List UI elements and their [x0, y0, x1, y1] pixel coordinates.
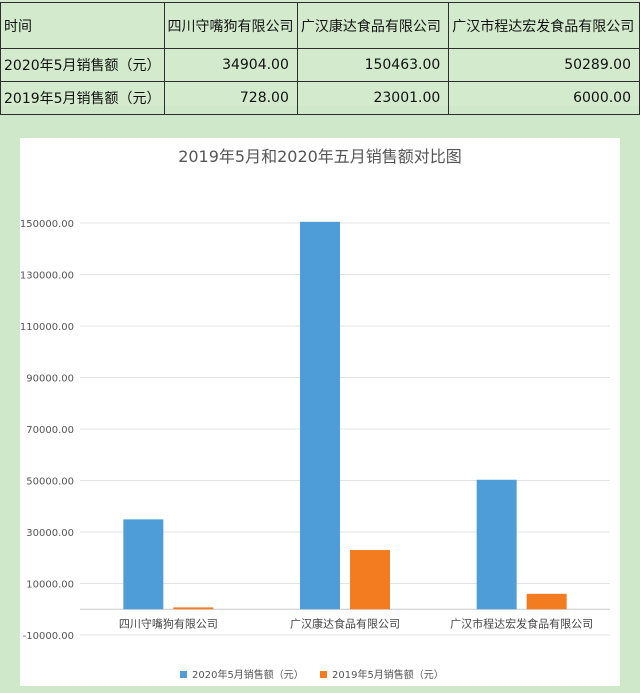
table-cell: 150463.00 [296, 48, 450, 82]
table-cell: 23001.00 [296, 81, 450, 115]
bar-chart: 2019年5月和2020年五月销售额对比图 150000.00 130000.00 1… [20, 147, 610, 681]
legend-label: 2020年5月销售额（元） [192, 668, 304, 681]
row-label: 2020年5月销售额（元） [0, 48, 165, 82]
table-row: 2020年5月销售额（元） 34904.00 150463.00 50289.0… [0, 48, 640, 82]
header-cell-company-2: 广汉康达食品有限公司 [296, 2, 450, 49]
sales-table-area: 时间 四川守嘴狗有限公司 广汉康达食品有限公司 广汉市程达宏发食品有限公司 20… [0, 0, 640, 115]
x-category-label: 广汉康达食品有限公司 [290, 616, 400, 630]
y-tick-label: 70000.00 [26, 425, 74, 436]
y-tick-label: 10000.00 [26, 580, 74, 591]
chart-card: 2019年5月和2020年五月销售额对比图 150000.00 130000.00 1… [20, 138, 620, 686]
header-cell-company-3: 广汉市程达宏发食品有限公司 [448, 2, 640, 49]
table-cell: 6000.00 [448, 81, 640, 115]
y-tick-label: 90000.00 [26, 374, 74, 385]
y-tick-label: 130000.00 [20, 271, 74, 282]
legend-label: 2019年5月销售额（元） [332, 668, 444, 681]
bar [350, 550, 390, 610]
y-tick-label: 110000.00 [20, 322, 74, 333]
y-tick-label: 30000.00 [26, 528, 74, 539]
row-label: 2019年5月销售额（元） [0, 81, 165, 115]
table-cell: 34904.00 [163, 48, 298, 82]
header-cell-company-1: 四川守嘴狗有限公司 [163, 2, 298, 49]
bar [300, 221, 340, 610]
table-header-row: 时间 四川守嘴狗有限公司 广汉康达食品有限公司 广汉市程达宏发食品有限公司 [0, 2, 640, 49]
table-row: 2019年5月销售额（元） 728.00 23001.00 6000.00 [0, 81, 640, 115]
header-cell-time: 时间 [0, 2, 165, 49]
bar [123, 519, 164, 610]
table-cell: 50289.00 [448, 48, 640, 82]
bar [476, 479, 517, 610]
sales-table: 时间 四川守嘴狗有限公司 广汉康达食品有限公司 广汉市程达宏发食品有限公司 20… [0, 2, 640, 115]
legend-swatch [180, 671, 187, 678]
y-tick-label: -10000.00 [23, 631, 74, 642]
bar [173, 607, 214, 610]
bar [526, 593, 567, 610]
table-cell: 728.00 [163, 81, 298, 115]
y-tick-label: 150000.00 [20, 219, 74, 230]
legend-swatch [320, 671, 327, 678]
x-category-label: 四川守嘴狗有限公司 [119, 616, 218, 630]
y-tick-label: 50000.00 [26, 477, 74, 488]
chart-title: 2019年5月和2020年五月销售额对比图 [178, 147, 462, 166]
x-category-label: 广汉市程达宏发食品有限公司 [450, 616, 593, 630]
